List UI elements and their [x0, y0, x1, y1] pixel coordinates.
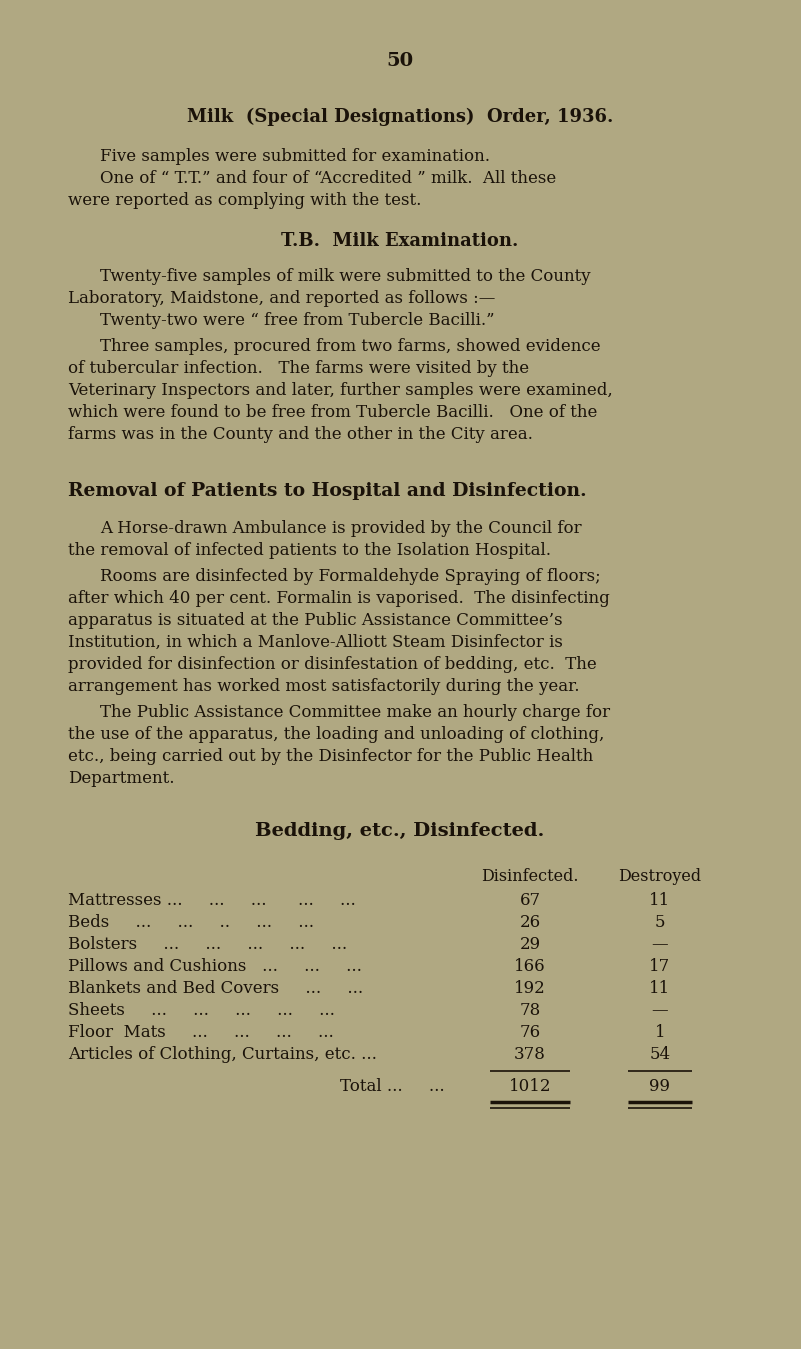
Text: Destroyed: Destroyed	[618, 867, 702, 885]
Text: the removal of infected patients to the Isolation Hospital.: the removal of infected patients to the …	[68, 542, 551, 558]
Text: Mattresses ...     ...     ...      ...     ...: Mattresses ... ... ... ... ...	[68, 892, 356, 909]
Text: Department.: Department.	[68, 770, 175, 786]
Text: Veterinary Inspectors and later, further samples were examined,: Veterinary Inspectors and later, further…	[68, 382, 613, 399]
Text: Rooms are disinfected by Formaldehyde Spraying of floors;: Rooms are disinfected by Formaldehyde Sp…	[100, 568, 601, 585]
Text: One of “ T.T.” and four of “Accredited ” milk.  All these: One of “ T.T.” and four of “Accredited ”…	[100, 170, 556, 188]
Text: etc., being carried out by the Disinfector for the Public Health: etc., being carried out by the Disinfect…	[68, 747, 594, 765]
Text: of tubercular infection.   The farms were visited by the: of tubercular infection. The farms were …	[68, 360, 529, 376]
Text: A Horse-drawn Ambulance is provided by the Council for: A Horse-drawn Ambulance is provided by t…	[100, 519, 582, 537]
Text: which were found to be free from Tubercle Bacilli.   One of the: which were found to be free from Tubercl…	[68, 403, 598, 421]
Text: 378: 378	[514, 1045, 546, 1063]
Text: 192: 192	[514, 979, 545, 997]
Text: —: —	[652, 1002, 668, 1018]
Text: T.B.  Milk Examination.: T.B. Milk Examination.	[281, 232, 519, 250]
Text: Pillows and Cushions   ...     ...     ...: Pillows and Cushions ... ... ...	[68, 958, 362, 975]
Text: 29: 29	[519, 936, 541, 952]
Text: Sheets     ...     ...     ...     ...     ...: Sheets ... ... ... ... ...	[68, 1002, 335, 1018]
Text: Total ...     ...: Total ... ...	[340, 1078, 455, 1095]
Text: 99: 99	[650, 1078, 670, 1095]
Text: 1012: 1012	[509, 1078, 551, 1095]
Text: Bedding, etc., Disinfected.: Bedding, etc., Disinfected.	[256, 822, 545, 840]
Text: after which 40 per cent. Formalin is vaporised.  The disinfecting: after which 40 per cent. Formalin is vap…	[68, 590, 610, 607]
Text: 67: 67	[519, 892, 541, 909]
Text: provided for disinfection or disinfestation of bedding, etc.  The: provided for disinfection or disinfestat…	[68, 656, 597, 673]
Text: Floor  Mats     ...     ...     ...     ...: Floor Mats ... ... ... ...	[68, 1024, 334, 1041]
Text: 54: 54	[650, 1045, 670, 1063]
Text: 76: 76	[519, 1024, 541, 1041]
Text: The Public Assistance Committee make an hourly charge for: The Public Assistance Committee make an …	[100, 704, 610, 720]
Text: farms was in the County and the other in the City area.: farms was in the County and the other in…	[68, 426, 533, 442]
Text: 5: 5	[654, 915, 666, 931]
Text: 78: 78	[519, 1002, 541, 1018]
Text: Institution, in which a Manlove-Alliott Steam Disinfector is: Institution, in which a Manlove-Alliott …	[68, 634, 563, 652]
Text: Removal of Patients to Hospital and Disinfection.: Removal of Patients to Hospital and Disi…	[68, 482, 586, 500]
Text: apparatus is situated at the Public Assistance Committee’s: apparatus is situated at the Public Assi…	[68, 612, 562, 629]
Text: Beds     ...     ...     ..     ...     ...: Beds ... ... .. ... ...	[68, 915, 314, 931]
Text: 1: 1	[654, 1024, 666, 1041]
Text: Twenty-five samples of milk were submitted to the County: Twenty-five samples of milk were submitt…	[100, 268, 590, 285]
Text: Blankets and Bed Covers     ...     ...: Blankets and Bed Covers ... ...	[68, 979, 363, 997]
Text: 166: 166	[514, 958, 545, 975]
Text: Milk  (Special Designations)  Order, 1936.: Milk (Special Designations) Order, 1936.	[187, 108, 614, 127]
Text: were reported as complying with the test.: were reported as complying with the test…	[68, 192, 421, 209]
Text: Twenty-two were “ free from Tubercle Bacilli.”: Twenty-two were “ free from Tubercle Bac…	[100, 312, 495, 329]
Text: 26: 26	[519, 915, 541, 931]
Text: Disinfected.: Disinfected.	[481, 867, 579, 885]
Text: 11: 11	[650, 892, 670, 909]
Text: arrangement has worked most satisfactorily during the year.: arrangement has worked most satisfactori…	[68, 679, 579, 695]
Text: the use of the apparatus, the loading and unloading of clothing,: the use of the apparatus, the loading an…	[68, 726, 605, 743]
Text: Laboratory, Maidstone, and reported as follows :—: Laboratory, Maidstone, and reported as f…	[68, 290, 495, 308]
Text: Three samples, procured from two farms, showed evidence: Three samples, procured from two farms, …	[100, 339, 601, 355]
Text: 50: 50	[386, 53, 413, 70]
Text: —: —	[652, 936, 668, 952]
Text: Bolsters     ...     ...     ...     ...     ...: Bolsters ... ... ... ... ...	[68, 936, 347, 952]
Text: 17: 17	[650, 958, 670, 975]
Text: Articles of Clothing, Curtains, etc. ...: Articles of Clothing, Curtains, etc. ...	[68, 1045, 377, 1063]
Text: 11: 11	[650, 979, 670, 997]
Text: Five samples were submitted for examination.: Five samples were submitted for examinat…	[100, 148, 490, 165]
